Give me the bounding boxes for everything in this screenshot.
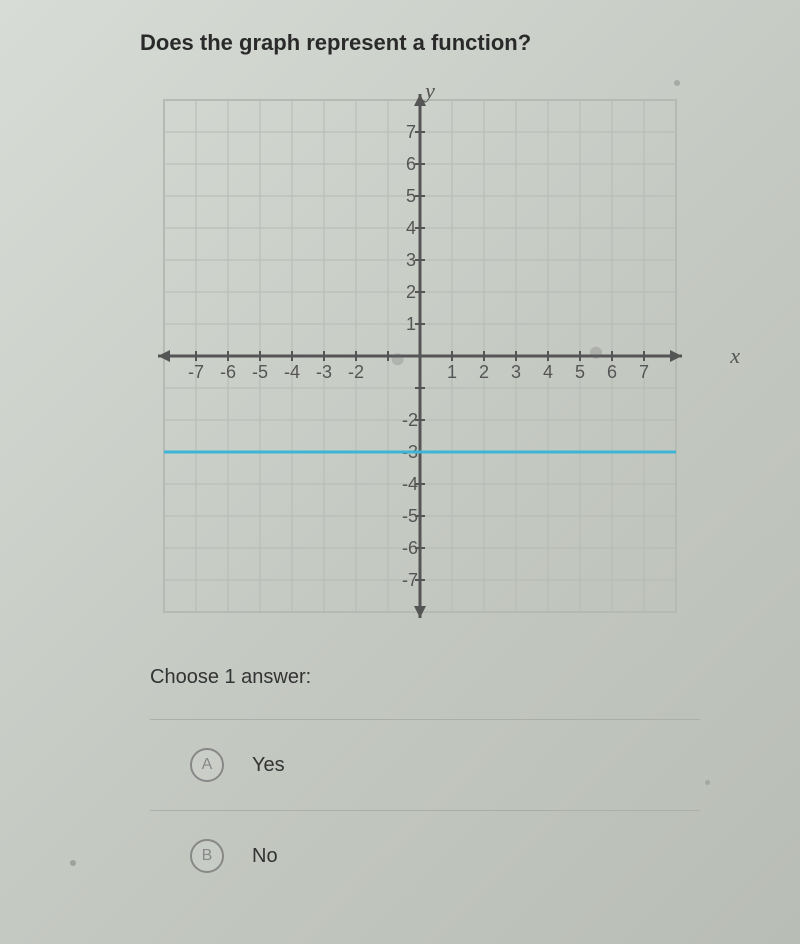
x-axis-label: x — [730, 343, 740, 369]
svg-text:4: 4 — [406, 218, 416, 238]
svg-text:2: 2 — [479, 362, 489, 382]
svg-text:7: 7 — [406, 122, 416, 142]
svg-text:6: 6 — [406, 154, 416, 174]
svg-text:4: 4 — [543, 362, 553, 382]
svg-text:-6: -6 — [402, 538, 418, 558]
svg-text:7: 7 — [639, 362, 649, 382]
svg-text:-5: -5 — [402, 506, 418, 526]
svg-text:-6: -6 — [220, 362, 236, 382]
svg-text:6: 6 — [607, 362, 617, 382]
svg-text:1: 1 — [406, 314, 416, 334]
svg-text:-3: -3 — [316, 362, 332, 382]
svg-text:1: 1 — [447, 362, 457, 382]
radio-letter-a: A — [190, 748, 224, 782]
y-axis-label: y — [425, 78, 435, 104]
graph-container: y x -7-6-5-4-3-212345677654321-2-3-4-5-6… — [150, 86, 710, 626]
svg-text:5: 5 — [575, 362, 585, 382]
svg-text:2: 2 — [406, 282, 416, 302]
answers-list: A Yes B No — [150, 719, 700, 901]
radio-letter-b: B — [190, 839, 224, 873]
svg-text:-4: -4 — [402, 474, 418, 494]
choose-prompt: Choose 1 answer: — [150, 666, 760, 689]
question-text: Does the graph represent a function? — [140, 30, 760, 56]
svg-text:5: 5 — [406, 186, 416, 206]
svg-text:3: 3 — [511, 362, 521, 382]
svg-text:-7: -7 — [188, 362, 204, 382]
svg-text:-2: -2 — [348, 362, 364, 382]
svg-text:-7: -7 — [402, 570, 418, 590]
answer-option-b[interactable]: B No — [150, 810, 700, 901]
svg-text:-2: -2 — [402, 410, 418, 430]
svg-text:3: 3 — [406, 250, 416, 270]
answer-text-b: No — [252, 845, 278, 868]
svg-text:-5: -5 — [252, 362, 268, 382]
graph-svg: -7-6-5-4-3-212345677654321-2-3-4-5-6-7 — [150, 86, 690, 626]
answer-option-a[interactable]: A Yes — [150, 719, 700, 810]
answer-text-a: Yes — [252, 754, 285, 777]
svg-text:-4: -4 — [284, 362, 300, 382]
